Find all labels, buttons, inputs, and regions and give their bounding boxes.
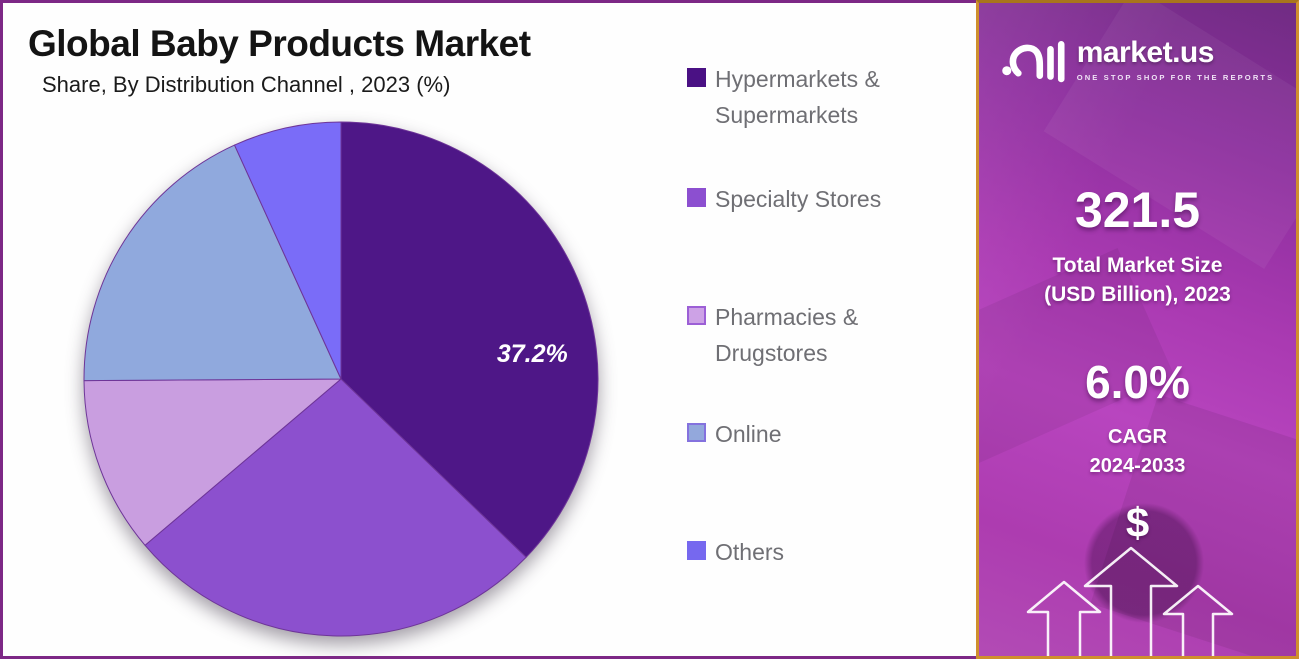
cagr-label-line1: CAGR	[1108, 426, 1167, 448]
total-market-size-value: 321.5	[1074, 182, 1201, 238]
legend-item: Pharmacies & Drugstores	[687, 300, 943, 371]
total-market-size-label-line1: Total Market Size	[1052, 254, 1223, 277]
legend-marker-icon	[687, 423, 706, 442]
dollar-icon: $	[1125, 499, 1150, 546]
legend-marker-icon	[687, 541, 706, 560]
total-market-size-label: Total Market Size (USD Billion), 2023	[979, 251, 1296, 310]
legend-label: Specialty Stores	[715, 186, 882, 212]
legend-marker-icon	[687, 306, 706, 325]
brand-name: market.us	[1076, 36, 1215, 69]
legend-item: Others	[687, 535, 943, 571]
cagr-label: CAGR 2024-2033	[979, 423, 1296, 481]
legend-item: Specialty Stores	[687, 182, 943, 218]
chart-title: Global Baby Products Market	[28, 23, 531, 64]
cagr-label-line2: 2024-2033	[1089, 455, 1186, 477]
pie-chart: 37.2%	[83, 121, 599, 637]
brand-sidebar: market.us ONE STOP SHOP FOR THE REPORTS …	[976, 0, 1299, 659]
brand-tagline: ONE STOP SHOP FOR THE REPORTS	[1076, 73, 1275, 82]
pie-slice-3	[83, 378, 342, 546]
chart-legend: Hypermarkets & Supermarkets Specialty Sto…	[687, 3, 967, 656]
legend-label: Hypermarkets & Supermarkets	[715, 66, 880, 128]
legend-item: Hypermarkets & Supermarkets	[687, 62, 943, 133]
legend-label: Pharmacies & Drugstores	[715, 304, 859, 366]
cagr-value: 6.0%	[1085, 356, 1190, 408]
logo-text: market.us ONE STOP SHOP FOR THE REPORTS	[1076, 36, 1275, 83]
chart-subtitle: Share, By Distribution Channel , 2023 (%…	[42, 71, 451, 97]
pie-data-label: 37.2%	[497, 340, 568, 368]
marketus-logo-icon	[1001, 41, 1065, 83]
chart-header: Global Baby Products Market Share, By Di…	[28, 23, 708, 98]
legend-item: Online	[687, 417, 943, 453]
legend-marker-icon	[687, 68, 706, 87]
legend-marker-icon	[687, 188, 706, 207]
legend-label: Others	[715, 539, 785, 565]
marketus-logo: market.us ONE STOP SHOP FOR THE REPORTS	[979, 29, 1296, 91]
total-market-size-label-line2: (USD Billion), 2023	[1044, 283, 1231, 307]
legend-label: Online	[715, 421, 782, 447]
pie-slice-1	[340, 121, 599, 558]
growth-arrows-icon	[979, 546, 1296, 656]
pie-slice-2	[144, 378, 527, 637]
chart-panel: Global Baby Products Market Share, By Di…	[0, 0, 976, 659]
pie-slice-5	[234, 121, 342, 380]
pie-slice-4	[83, 144, 342, 382]
